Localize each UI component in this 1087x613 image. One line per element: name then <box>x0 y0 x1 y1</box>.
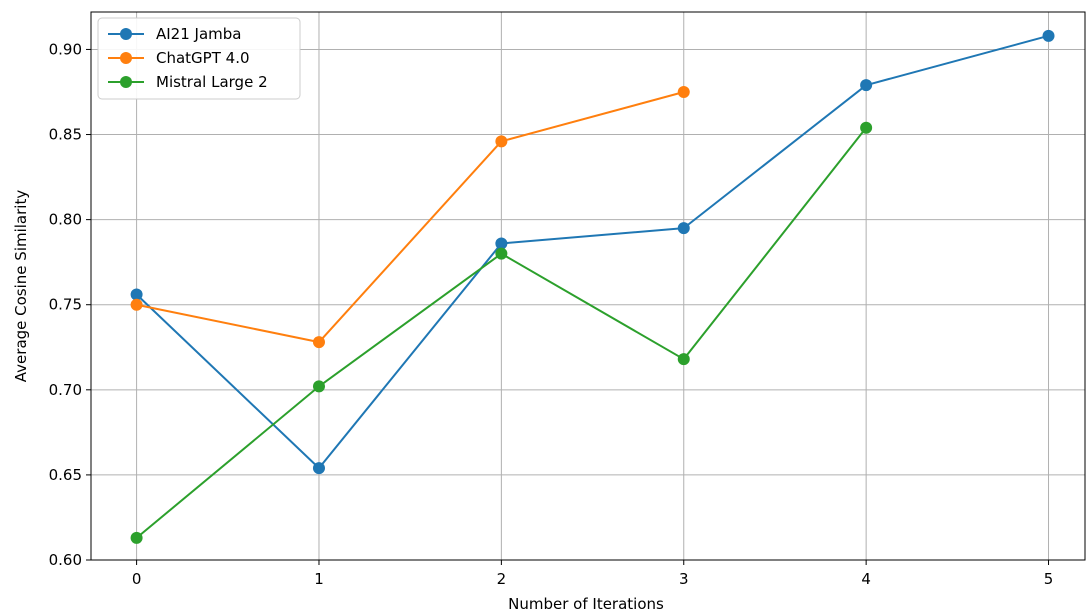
legend-item: AI21 Jamba <box>108 25 241 43</box>
x-axis-label: Number of Iterations <box>508 595 664 613</box>
legend-marker <box>120 52 132 64</box>
y-tick-label: 0.75 <box>49 296 82 314</box>
y-axis-label: Average Cosine Similarity <box>12 190 30 383</box>
data-point <box>130 531 143 544</box>
data-point <box>495 237 508 250</box>
y-tick-label: 0.80 <box>49 211 82 229</box>
plot-frame <box>90 11 1086 561</box>
data-point <box>312 336 325 349</box>
data-point <box>312 462 325 475</box>
legend-box <box>97 17 301 100</box>
x-axis-ticks: 0 1 2 3 4 5 <box>132 560 1053 588</box>
data-point <box>130 288 143 301</box>
y-axis-ticks: 0.60 0.65 0.70 0.75 0.80 0.85 0.90 <box>49 40 91 569</box>
legend: AI21 Jamba ChatGPT 4.0 Mistral Large 2 <box>97 17 301 100</box>
grid <box>91 12 1085 561</box>
series-layer <box>130 29 1055 544</box>
legend-label: ChatGPT 4.0 <box>156 49 250 67</box>
y-tick-label: 0.60 <box>49 551 82 569</box>
series-1 <box>130 85 690 349</box>
x-tick-label: 1 <box>314 570 324 588</box>
data-point <box>130 298 143 311</box>
data-point <box>495 135 508 148</box>
legend-marker <box>120 28 132 40</box>
data-point <box>860 79 873 92</box>
x-tick-label: 2 <box>497 570 507 588</box>
series-line <box>135 34 1049 470</box>
x-tick-label: 3 <box>679 570 689 588</box>
data-point <box>860 121 873 134</box>
legend-item: ChatGPT 4.0 <box>108 49 250 67</box>
x-tick-label: 4 <box>861 570 871 588</box>
data-point <box>677 85 690 98</box>
x-tick-label: 0 <box>132 570 142 588</box>
data-point <box>312 380 325 393</box>
data-point <box>677 353 690 366</box>
data-point <box>677 222 690 235</box>
legend-label: AI21 Jamba <box>156 25 241 43</box>
series-2 <box>130 121 873 544</box>
legend-marker <box>120 76 132 88</box>
legend-label: Mistral Large 2 <box>156 73 268 91</box>
y-tick-label: 0.90 <box>49 40 82 58</box>
y-tick-label: 0.70 <box>49 381 82 399</box>
data-point <box>1042 29 1055 42</box>
x-tick-label: 5 <box>1044 570 1054 588</box>
series-0 <box>130 29 1055 475</box>
legend-item: Mistral Large 2 <box>108 73 268 91</box>
data-point <box>495 247 508 260</box>
series-line <box>136 91 685 344</box>
y-tick-label: 0.65 <box>49 466 82 484</box>
y-tick-label: 0.85 <box>49 126 82 144</box>
